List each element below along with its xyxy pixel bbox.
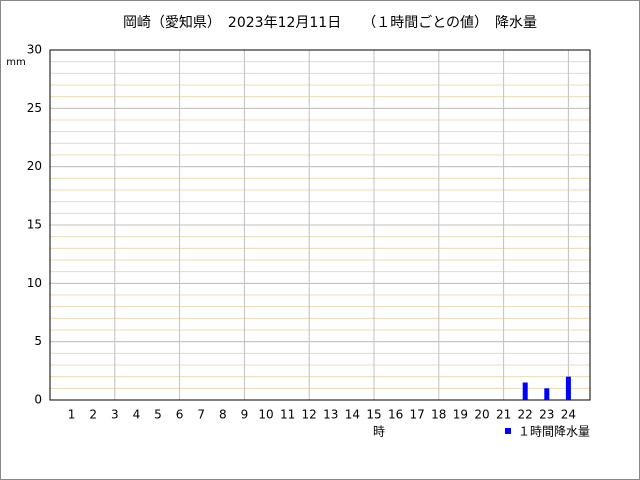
y-tick-label: 30 (27, 43, 42, 57)
y-tick-label: 0 (34, 393, 42, 407)
x-tick-label: 13 (323, 408, 338, 422)
y-unit: mm (6, 57, 25, 68)
x-tick-label: 24 (561, 408, 576, 422)
x-tick-label: 6 (176, 408, 184, 422)
legend-label: １時間降水量 (518, 425, 590, 439)
x-tick-label: 15 (366, 408, 381, 422)
x-tick-label: 11 (280, 408, 295, 422)
x-tick-label: 10 (258, 408, 273, 422)
x-tick-label: 3 (111, 408, 119, 422)
bar (544, 388, 550, 400)
bar (522, 382, 528, 400)
x-tick-label: 18 (431, 408, 446, 422)
y-tick-label: 10 (27, 276, 42, 290)
y-tick-label: 20 (27, 159, 42, 173)
x-tick-label: 9 (241, 408, 249, 422)
x-tick-label: 22 (518, 408, 533, 422)
plot-border (49, 49, 591, 401)
x-tick-label: 5 (154, 408, 162, 422)
y-tick-label: 25 (27, 101, 42, 115)
x-tick-label: 19 (453, 408, 468, 422)
x-tick-label: 14 (345, 408, 360, 422)
legend-swatch (505, 428, 511, 434)
y-tick-label: 15 (27, 218, 42, 232)
x-tick-label: 12 (302, 408, 317, 422)
x-tick-label: 4 (133, 408, 141, 422)
x-tick-label: 16 (388, 408, 403, 422)
x-tick-label: 21 (496, 408, 511, 422)
chart-title: 岡崎（愛知県） 2023年12月11日 （１時間ごとの値） 降水量 (123, 14, 537, 31)
x-tick-label: 23 (539, 408, 554, 422)
bar (565, 376, 571, 400)
x-tick-label: 17 (410, 408, 425, 422)
x-axis-label: 時 (373, 425, 385, 439)
x-tick-label: 1 (68, 408, 76, 422)
y-tick-label: 5 (34, 334, 42, 348)
x-tick-label: 8 (219, 408, 227, 422)
x-tick-label: 2 (89, 408, 97, 422)
x-tick-label: 7 (197, 408, 205, 422)
x-tick-label: 20 (474, 408, 489, 422)
